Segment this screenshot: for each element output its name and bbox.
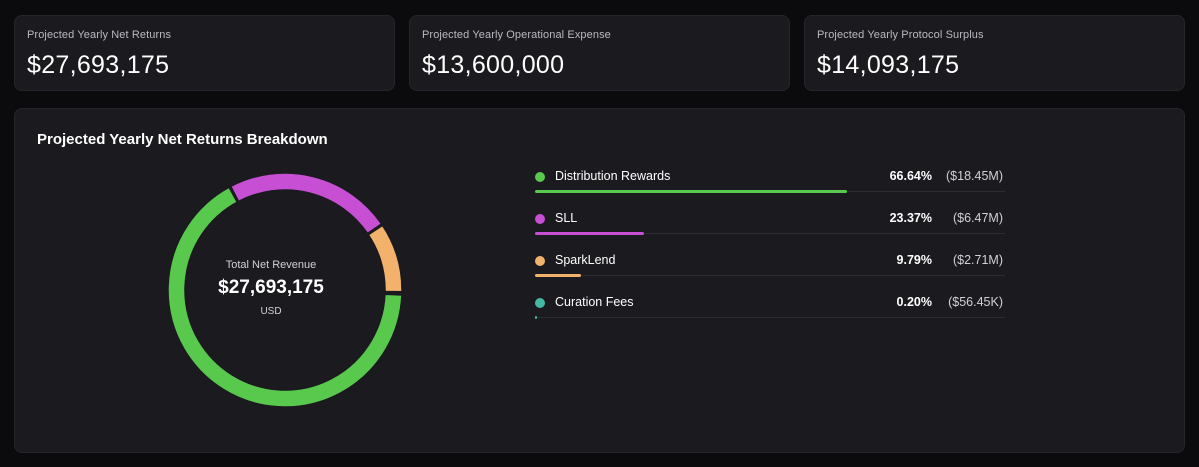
- legend-item: Distribution Rewards 66.64% ($18.45M): [535, 167, 1035, 209]
- donut-center: Total Net Revenue $27,693,175 USD: [165, 259, 377, 317]
- total-net-revenue-label: Total Net Revenue: [225, 259, 317, 271]
- legend-dot: [535, 214, 545, 224]
- stat-label: Projected Yearly Operational Expense: [422, 29, 611, 41]
- legend-dot: [535, 298, 545, 308]
- legend-track: [535, 275, 1005, 276]
- legend-item: SLL 23.37% ($6.47M): [535, 209, 1035, 251]
- legend-name: SparkLend: [555, 253, 616, 267]
- stat-label: Projected Yearly Net Returns: [27, 29, 172, 41]
- legend-name: Curation Fees: [555, 295, 634, 309]
- legend-dot: [535, 256, 545, 266]
- legend-percent: 0.20%: [896, 295, 932, 309]
- legend-amount: ($18.45M): [946, 169, 1003, 183]
- legend-bar: [535, 274, 581, 277]
- stat-card-protocol-surplus: Projected Yearly Protocol Surplus $14,09…: [804, 15, 1185, 91]
- donut-slice-distribution-rewards: [167, 186, 403, 408]
- breakdown-title: Projected Yearly Net Returns Breakdown: [37, 131, 328, 148]
- donut-slice-sparklend: [367, 224, 403, 293]
- total-net-revenue-value: $27,693,175: [218, 277, 324, 298]
- total-net-revenue-unit: USD: [260, 306, 282, 317]
- stat-card-operational-expense: Projected Yearly Operational Expense $13…: [409, 15, 790, 91]
- stat-value: $27,693,175: [27, 51, 170, 79]
- stat-card-net-returns: Projected Yearly Net Returns $27,693,175: [14, 15, 395, 91]
- legend-percent: 23.37%: [889, 211, 932, 225]
- legend-bar: [535, 190, 847, 193]
- legend-item: SparkLend 9.79% ($2.71M): [535, 251, 1035, 293]
- legend-percent: 66.64%: [889, 169, 932, 183]
- legend-track: [535, 317, 1005, 318]
- stat-value: $13,600,000: [422, 51, 565, 79]
- legend-percent: 9.79%: [896, 253, 932, 267]
- net-returns-breakdown-panel: Projected Yearly Net Returns Breakdown T…: [14, 108, 1185, 453]
- legend-bar: [535, 316, 537, 319]
- legend-amount: ($56.45K): [948, 295, 1003, 309]
- stat-value: $14,093,175: [817, 51, 960, 79]
- legend-track: [535, 233, 1005, 234]
- legend-amount: ($6.47M): [952, 211, 1003, 225]
- legend-name: Distribution Rewards: [555, 169, 671, 183]
- legend-dot: [535, 172, 545, 182]
- breakdown-legend: Distribution Rewards 66.64% ($18.45M) SL…: [535, 167, 1035, 335]
- donut-slice-sll: [229, 173, 383, 235]
- legend-item: Curation Fees 0.20% ($56.45K): [535, 293, 1035, 335]
- legend-amount: ($2.71M): [952, 253, 1003, 267]
- legend-name: SLL: [555, 211, 578, 225]
- stat-label: Projected Yearly Protocol Surplus: [817, 29, 984, 41]
- donut-chart: [167, 173, 403, 408]
- donut-slice-curation-fees: [384, 292, 403, 296]
- legend-bar: [535, 232, 645, 235]
